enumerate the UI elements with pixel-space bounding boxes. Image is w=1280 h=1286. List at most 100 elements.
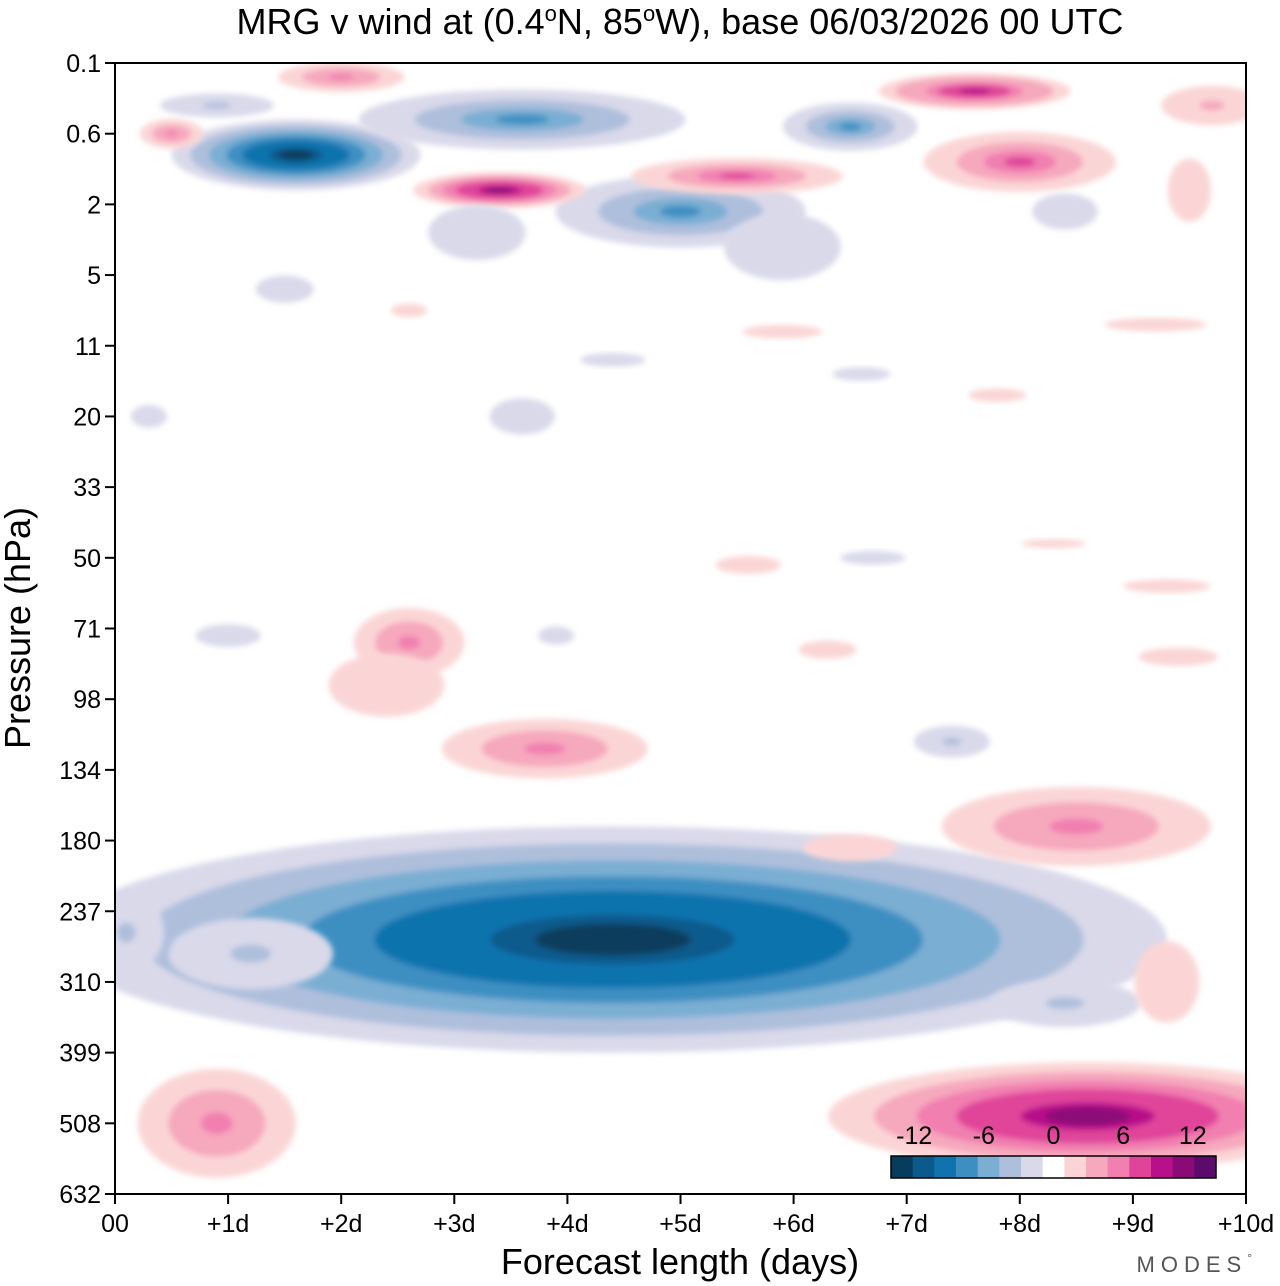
contour-band <box>202 102 232 109</box>
y-tick-label: 508 <box>59 1110 101 1138</box>
contour-band <box>535 923 691 956</box>
positive-contour-cell <box>798 640 857 659</box>
negative-contour-cell <box>171 119 421 191</box>
y-tick-label: 180 <box>59 828 101 856</box>
y-tick-label: 0.1 <box>66 50 101 78</box>
colorbar-swatch <box>1086 1156 1109 1178</box>
positive-contour-cell <box>923 131 1116 193</box>
negative-contour-cell <box>168 918 334 990</box>
contour-band <box>485 187 514 194</box>
x-tick-label: +5d <box>659 1210 701 1238</box>
contour-band <box>141 411 157 422</box>
y-axis-label: Pressure (hPa) <box>0 507 38 749</box>
x-tick-label: +9d <box>1112 1210 1154 1238</box>
negative-contour-cell <box>115 826 1167 1053</box>
contour-band <box>1044 1107 1131 1126</box>
brand-logo: MODES° <box>1137 1251 1253 1277</box>
negative-contour-cell <box>1032 193 1098 230</box>
positive-contour-cell <box>828 1062 1246 1171</box>
contour-band <box>1160 652 1196 661</box>
colorbar-swatch <box>999 1156 1022 1178</box>
colorbar-swatch <box>891 1156 914 1178</box>
positive-contour-cell <box>413 172 587 209</box>
positive-contour-cell <box>715 555 781 574</box>
x-tick-label: +3d <box>433 1210 475 1238</box>
contour-band <box>271 283 298 296</box>
title-degree-1: o <box>545 1 557 26</box>
positive-contour-cell <box>277 63 405 92</box>
negative-contour-cell <box>537 626 575 645</box>
contour-band <box>200 1112 233 1135</box>
colorbar-swatch <box>956 1156 979 1178</box>
colorbar-swatch <box>1042 1156 1065 1178</box>
colorbar-swatch <box>912 1156 935 1178</box>
positive-contour-cell <box>441 718 648 779</box>
contour-band <box>507 408 537 425</box>
x-tick-label: +10d <box>1218 1210 1274 1238</box>
x-axis-label: Forecast length (days) <box>501 1241 859 1282</box>
colorbar-swatch <box>934 1156 957 1178</box>
x-tick-label: +6d <box>772 1210 814 1238</box>
positive-contour-cell <box>328 653 445 717</box>
contour-band <box>1046 997 1085 1010</box>
colorbar-swatch <box>1021 1156 1044 1178</box>
contour-band <box>719 173 755 180</box>
colorbar-frame <box>890 1155 1217 1179</box>
contour-band <box>524 742 566 755</box>
contour-band <box>814 645 841 654</box>
title-prefix: MRG v wind at (0.4 <box>237 1 545 42</box>
contour-band <box>116 922 136 943</box>
colorbar-tick-label: -12 <box>896 1122 932 1150</box>
title-mid: N, 85 <box>557 1 643 42</box>
brand-name: MODES <box>1137 1252 1248 1277</box>
contour-band <box>763 235 802 258</box>
positive-contour-cell <box>353 608 465 678</box>
colorbar-tick-label: -6 <box>973 1122 995 1150</box>
colorbar-tick-label: 0 <box>1047 1122 1061 1150</box>
x-tick-label: +8d <box>999 1210 1041 1238</box>
contour-band <box>548 631 565 640</box>
contour-band <box>764 328 800 335</box>
negative-contour-cell <box>195 624 261 647</box>
title-suffix: W), base 06/03/2026 00 UTC <box>655 1 1123 42</box>
positive-contour-cell <box>1138 647 1218 666</box>
positive-contour-cell <box>139 118 204 149</box>
y-tick-label: 2 <box>87 191 101 219</box>
negative-contour-cell <box>989 979 1142 1027</box>
contour-band <box>1147 583 1186 590</box>
title-degree-2: o <box>643 1 655 26</box>
negative-contour-cell <box>130 405 168 428</box>
contour-band <box>1179 176 1199 205</box>
contour-band <box>1003 157 1036 167</box>
y-tick-label: 33 <box>73 474 101 502</box>
negative-contour-cell <box>489 398 555 435</box>
contour-band <box>598 356 627 363</box>
positive-contour-cell <box>803 834 898 862</box>
y-tick-label: 310 <box>59 969 101 997</box>
y-tick-label: 134 <box>59 757 101 785</box>
negative-contour-cell <box>913 725 990 758</box>
positive-contour-cell <box>1161 85 1246 126</box>
colorbar-swatch <box>1172 1156 1195 1178</box>
contour-band <box>213 630 243 641</box>
positive-contour-cell <box>1104 317 1207 332</box>
positive-contour-cell <box>742 324 823 339</box>
contour-band <box>328 74 354 81</box>
y-tick-label: 5 <box>87 262 101 290</box>
contour-band <box>165 130 178 137</box>
colorbar-swatch <box>977 1156 1000 1178</box>
contour-band <box>1039 541 1068 546</box>
y-tick-label: 50 <box>73 545 101 573</box>
negative-contour-cell <box>255 275 314 303</box>
contour-band <box>1152 964 1182 1000</box>
y-tick-label: 237 <box>59 898 101 926</box>
brand-mark: ° <box>1247 1251 1252 1265</box>
positive-contour-cell <box>1167 158 1212 222</box>
colorbar-tick-label: 6 <box>1116 1122 1130 1150</box>
colorbar: -12 -6 0 6 12 <box>890 1122 1217 1179</box>
contour-band <box>829 841 871 854</box>
contour-band <box>1133 321 1178 328</box>
positive-contour-cell <box>968 388 1027 403</box>
x-tick-label: +2d <box>320 1210 362 1238</box>
